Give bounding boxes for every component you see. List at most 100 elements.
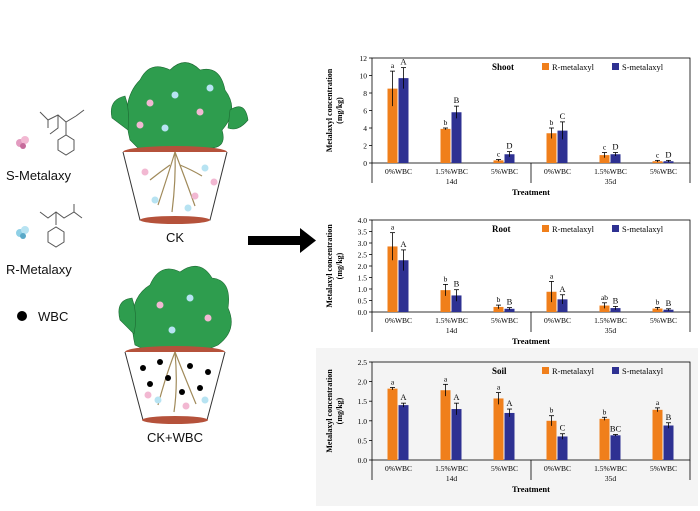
- ck-pot-base: [140, 216, 210, 224]
- root-legend-label: S-metalaxyl: [622, 224, 664, 234]
- soil-significance-letter: b: [603, 407, 607, 416]
- soil-group-label: 14d: [446, 474, 458, 483]
- root-y-tick-label: 1.5: [358, 274, 368, 283]
- soil-x-tick-label: 0%WBC: [385, 464, 412, 473]
- soil-bar-r: [599, 418, 610, 460]
- s-metalaxyl-particle-icon: [16, 136, 29, 149]
- root-bar-s: [398, 260, 409, 312]
- shoot-x-tick-label: 0%WBC: [385, 167, 412, 176]
- root-y-tick-label: 3.0: [358, 239, 368, 248]
- shoot-y-tick-label: 4: [363, 124, 367, 133]
- shoot-x-tick-label: 5%WBC: [491, 167, 518, 176]
- root-x-tick-label: 5%WBC: [650, 316, 677, 325]
- root-significance-letter: b: [656, 297, 660, 306]
- shoot-bar-r: [493, 160, 504, 163]
- root-y-tick-label: 4.0: [358, 216, 368, 225]
- root-bar-s: [451, 295, 462, 312]
- soil-x-tick-label: 0%WBC: [544, 464, 571, 473]
- ck-wbc-pot: [118, 265, 232, 424]
- root-bar-r: [493, 306, 504, 312]
- root-bar-r: [599, 305, 610, 312]
- root-bar-s: [504, 308, 515, 312]
- ck-pot: [111, 62, 249, 224]
- soil-bar-r: [493, 398, 504, 460]
- shoot-y-tick-label: 12: [360, 54, 368, 63]
- shoot-y-axis-label: Metalaxyl concentration: [325, 68, 334, 152]
- shoot-significance-letter: a: [391, 61, 395, 70]
- root-significance-letter: b: [497, 295, 501, 304]
- soil-y-tick-label: 1.0: [358, 417, 368, 426]
- shoot-y-axis-unit: (mg/kg): [335, 97, 344, 124]
- soil-bar-s: [557, 436, 568, 460]
- root-y-tick-label: 3.5: [358, 228, 368, 237]
- shoot-chart-title: Shoot: [492, 62, 514, 72]
- soil-bar-r: [387, 388, 398, 460]
- soil-y-axis-unit: (mg/kg): [335, 397, 344, 424]
- root-bar-r: [387, 246, 398, 312]
- shoot-x-tick-label: 1.5%WBC: [594, 167, 627, 176]
- shoot-y-tick-label: 8: [363, 89, 367, 98]
- shoot-significance-letter: C: [560, 111, 566, 121]
- shoot-significance-letter: c: [497, 150, 501, 159]
- soil-chart: 0.0 0.5 1.0 1.5 2.0 2.5 Metalaxyl concentratio…: [318, 350, 698, 511]
- ck-leaf-particles: [136, 84, 214, 132]
- soil-significance-letter: A: [453, 392, 460, 402]
- soil-significance-letter: a: [391, 377, 395, 386]
- shoot-bar-r: [440, 128, 451, 163]
- root-significance-letter: A: [559, 284, 566, 294]
- soil-bar-r: [652, 409, 663, 460]
- r-metalaxyl-molecule: [39, 204, 83, 248]
- shoot-significance-letter: A: [400, 57, 407, 67]
- soil-y-tick-label: 0.5: [358, 436, 368, 445]
- root-significance-letter: B: [454, 279, 460, 289]
- shoot-x-tick-label: 5%WBC: [650, 167, 677, 176]
- root-significance-letter: ab: [601, 293, 608, 302]
- shoot-y-tick-label: 0: [363, 159, 367, 168]
- root-x-axis-label: Treatment: [512, 336, 550, 346]
- root-x-tick-label: 1.5%WBC: [594, 316, 627, 325]
- soil-bar-s: [610, 435, 621, 460]
- s-metalaxy-label: S-Metalaxy: [6, 168, 72, 183]
- shoot-bar-r: [546, 133, 557, 163]
- root-group-label: 14d: [446, 326, 458, 335]
- ck-wbc-pot-base: [142, 416, 208, 424]
- shoot-bar-s: [504, 154, 515, 163]
- root-legend-label: R-metalaxyl: [552, 224, 595, 234]
- soil-legend-label: S-metalaxyl: [622, 366, 664, 376]
- shoot-plot-frame: [371, 57, 691, 164]
- ck-roots: [149, 151, 203, 213]
- root-chart-title: Root: [492, 224, 511, 234]
- root-bar-s: [663, 309, 674, 312]
- shoot-significance-letter: b: [444, 118, 448, 127]
- soil-x-tick-label: 5%WBC: [491, 464, 518, 473]
- ck-plant-leaves: [111, 62, 249, 154]
- shoot-significance-letter: B: [454, 95, 460, 105]
- soil-bar-s: [504, 412, 515, 460]
- root-x-tick-label: 0%WBC: [385, 316, 412, 325]
- soil-y-tick-label: 2.5: [358, 358, 368, 367]
- shoot-legend-label: R-metalaxyl: [552, 62, 595, 72]
- ck-wbc-soil-particles: [144, 391, 209, 410]
- soil-significance-letter: B: [666, 412, 672, 422]
- root-x-tick-label: 1.5%WBC: [435, 316, 468, 325]
- root-legend-swatch: [612, 225, 619, 232]
- shoot-bar-s: [610, 154, 621, 163]
- soil-legend-label: R-metalaxyl: [552, 366, 595, 376]
- ck-soil-particles: [141, 164, 218, 212]
- soil-group-label: 35d: [605, 474, 617, 483]
- root-significance-letter: B: [613, 295, 619, 305]
- soil-x-tick-label: 1.5%WBC: [594, 464, 627, 473]
- root-group-label: 35d: [605, 326, 617, 335]
- shoot-significance-letter: c: [603, 143, 607, 152]
- root-bar-s: [557, 299, 568, 312]
- soil-bar-r: [546, 420, 557, 460]
- ck-wbc-leaf-particles: [156, 294, 212, 334]
- root-y-axis-unit: (mg/kg): [335, 252, 344, 279]
- root-chart: 0.0 0.5 1.0 1.5 2.0 2.5 3.0 3.5 4.0 Metalaxyl con…: [318, 212, 698, 363]
- root-y-tick-label: 2.5: [358, 251, 368, 260]
- ck-wbc-label: CK+WBC: [147, 430, 203, 445]
- root-significance-letter: B: [666, 298, 672, 308]
- shoot-group-label: 35d: [605, 177, 617, 186]
- shoot-significance-letter: c: [656, 150, 660, 159]
- soil-significance-letter: b: [550, 406, 554, 415]
